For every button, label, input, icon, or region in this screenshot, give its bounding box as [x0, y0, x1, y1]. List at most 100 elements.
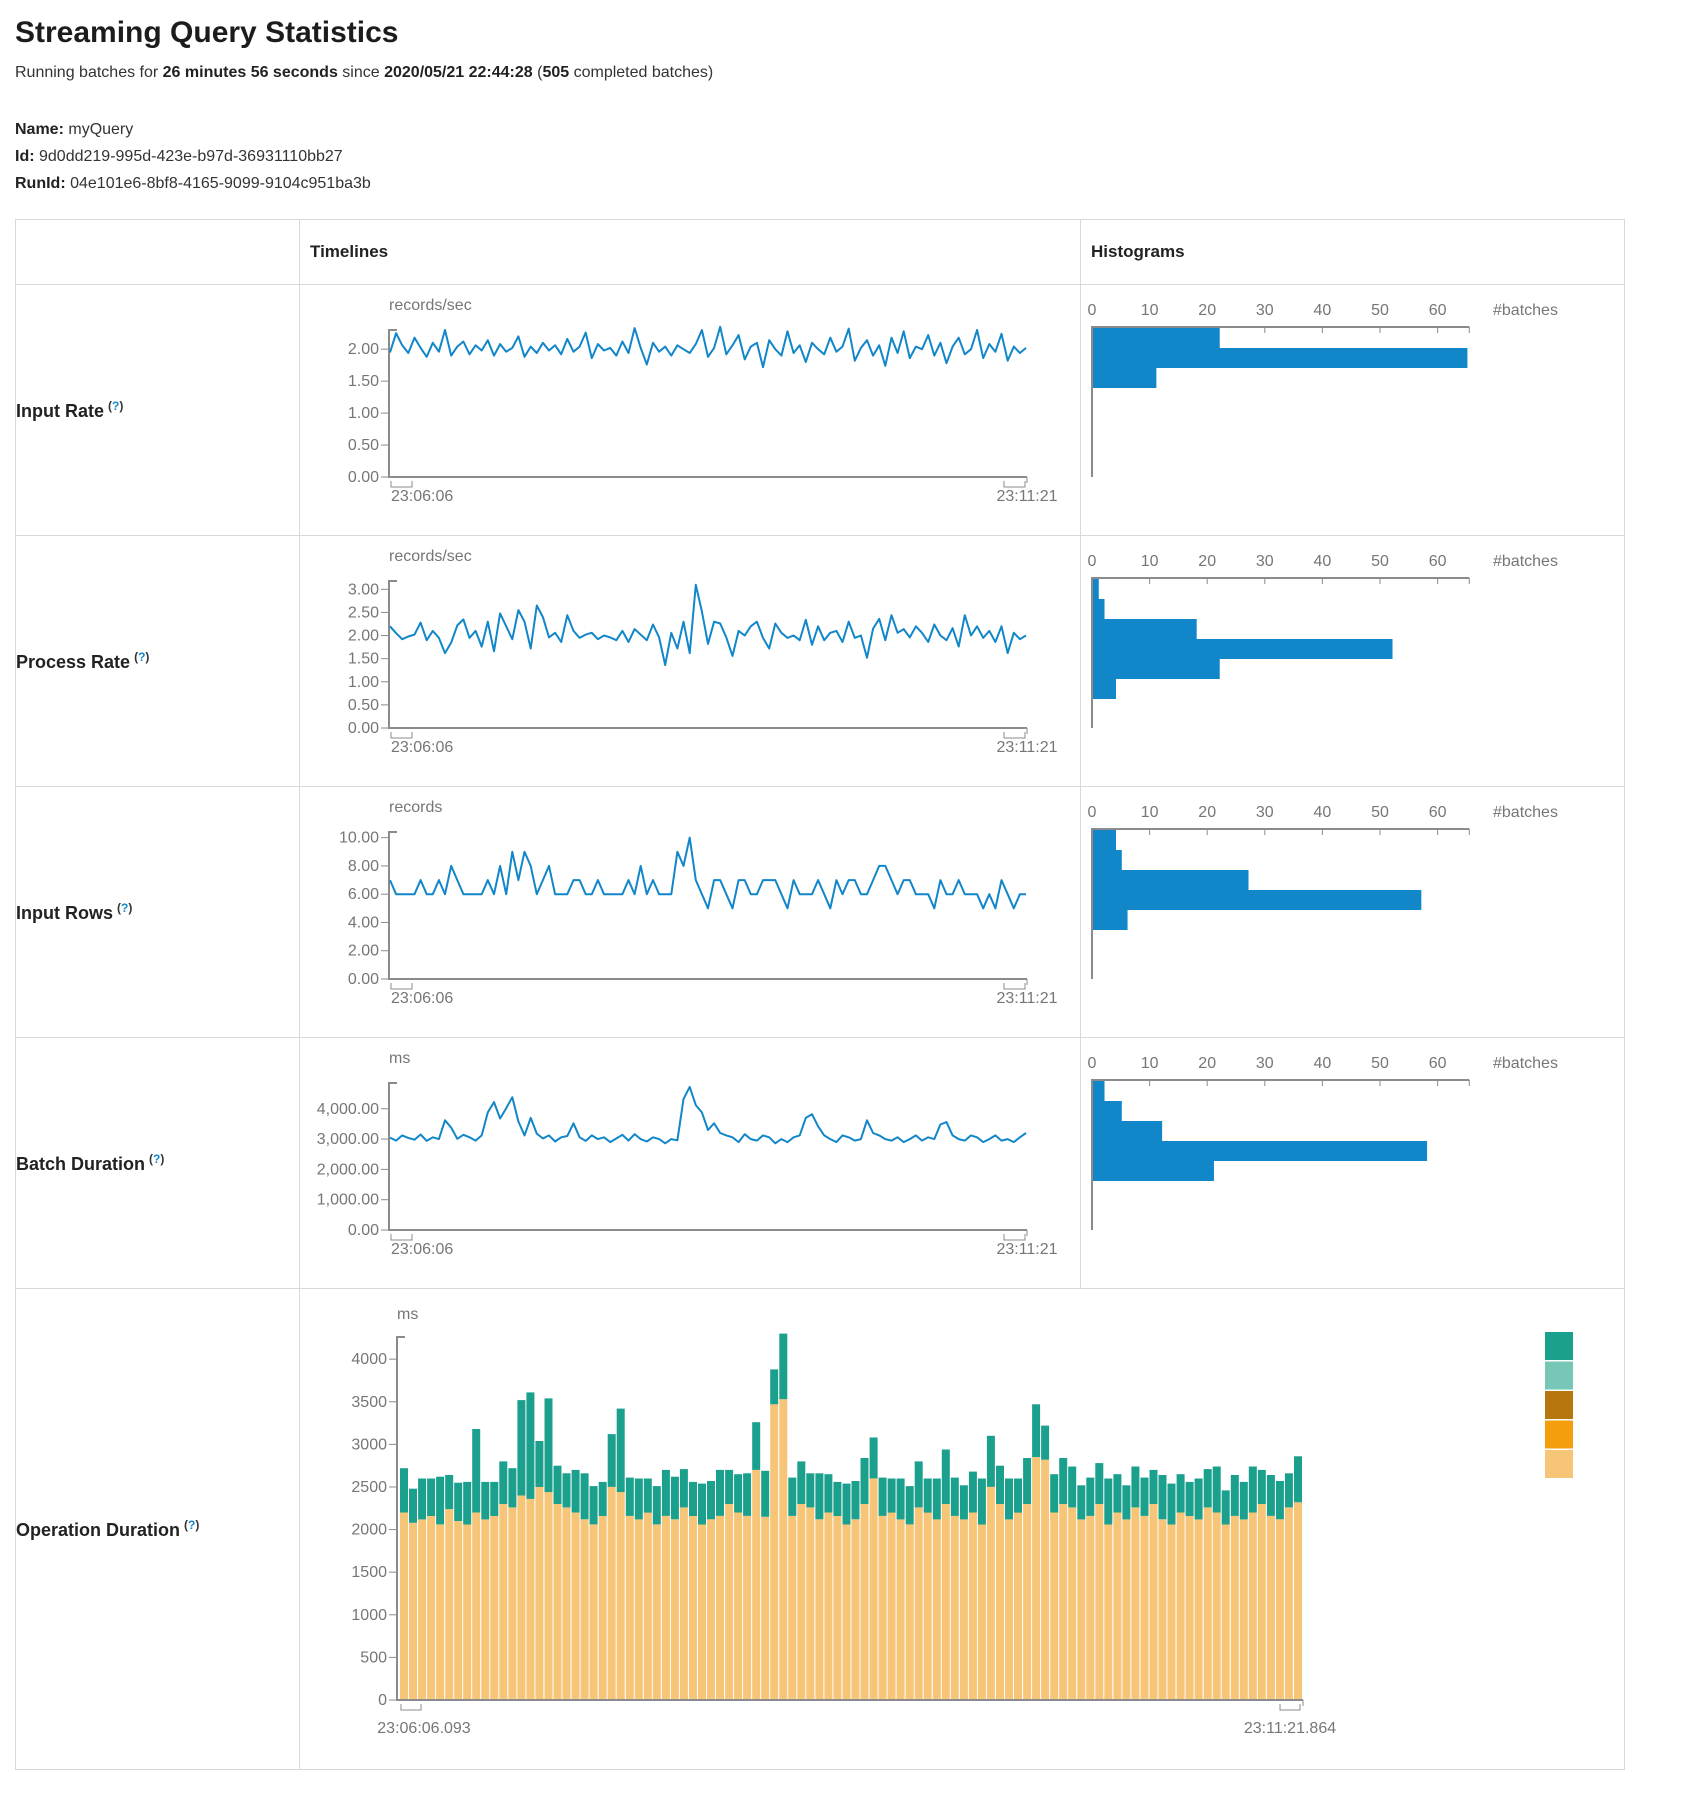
svg-text:ms: ms [397, 1306, 418, 1323]
svg-text:1,000.00: 1,000.00 [317, 1192, 379, 1209]
batch-duration-histogram-cell: 0 10 20 30 40 50 60 #batches [1080, 1037, 1625, 1289]
query-name-label: Name: [15, 121, 64, 138]
input-rows-timeline-chart: records 0.00 2.00 4.00 6.00 8.00 10.00 23:06:06… [339, 799, 1058, 1007]
legend-swatch-icon [1545, 1420, 1573, 1449]
svg-text:4000: 4000 [351, 1351, 387, 1368]
table-header-row: Timelines Histograms [15, 219, 1625, 285]
input-rows-histogram-chart: 0 10 20 30 40 50 60 #batches [1088, 804, 1558, 979]
summary-prefix: Running batches for [15, 64, 163, 81]
svg-text:40: 40 [1314, 302, 1332, 319]
svg-text:0: 0 [1088, 804, 1097, 821]
svg-text:records: records [389, 799, 442, 816]
svg-text:1.50: 1.50 [348, 651, 379, 668]
svg-text:0: 0 [1088, 1055, 1097, 1072]
query-id-label: Id: [15, 148, 35, 165]
running-summary: Running batches for 26 minutes 56 second… [15, 64, 1693, 82]
legend-swatch-icon [1545, 1332, 1573, 1360]
svg-text:0.00: 0.00 [348, 469, 379, 486]
svg-text:0.00: 0.00 [348, 1222, 379, 1239]
input-rate-timeline-chart: records/sec 0.00 0.50 1.00 1.50 2.00 23:06:06 2… [348, 297, 1058, 505]
page: Streaming Query Statistics Running batch… [0, 16, 1693, 1770]
row-label-process-rate: Process Rate (?) [15, 535, 300, 787]
query-runid-row: RunId: 04e101e6-8bf8-4165-9099-9104c951b… [15, 170, 1693, 197]
svg-text:60: 60 [1429, 1055, 1447, 1072]
process-rate-timeline-cell: records/sec 0.00 0.50 1.00 1.50 2.00 2.50 3.00 2… [299, 535, 1081, 787]
row-label-text: Input Rows [16, 902, 113, 923]
svg-text:3500: 3500 [351, 1394, 387, 1411]
svg-text:#batches: #batches [1493, 553, 1558, 570]
svg-text:2.00: 2.00 [348, 943, 379, 960]
row-label-input-rows: Input Rows (?) [15, 786, 300, 1038]
table-row-operation-duration: Operation Duration (?) ms 0 500 1000 1500 2000… [15, 1288, 1625, 1770]
input-rate-histogram-cell: 0 10 20 30 40 50 60 #batches [1080, 284, 1625, 536]
svg-text:0.50: 0.50 [348, 437, 379, 454]
query-runid-value: 04e101e6-8bf8-4165-9099-9104c951ba3b [70, 175, 371, 192]
svg-text:1.00: 1.00 [348, 674, 379, 691]
svg-text:ms: ms [389, 1050, 410, 1067]
table-row-process-rate: Process Rate (?) records/sec 0.00 0.50 1.00 1… [15, 535, 1625, 787]
legend-swatch-icon [1545, 1391, 1573, 1419]
svg-text:20: 20 [1198, 1055, 1216, 1072]
svg-text:23:06:06: 23:06:06 [391, 990, 453, 1007]
input-rate-timeline-cell: records/sec 0.00 0.50 1.00 1.50 2.00 23:06:06 2… [299, 284, 1081, 536]
svg-text:#batches: #batches [1493, 302, 1558, 319]
timelines-header: Timelines [299, 219, 1081, 285]
svg-text:20: 20 [1198, 553, 1216, 570]
svg-text:10: 10 [1141, 804, 1159, 821]
input-rows-timeline-cell: records 0.00 2.00 4.00 6.00 8.00 10.00 23:06:06… [299, 786, 1081, 1038]
query-meta: Name: myQuery Id: 9d0dd219-995d-423e-b97… [15, 116, 1693, 197]
svg-text:23:06:06: 23:06:06 [391, 1241, 453, 1258]
svg-text:40: 40 [1314, 1055, 1332, 1072]
help-icon[interactable]: (?) [134, 649, 150, 664]
svg-text:23:06:06: 23:06:06 [391, 488, 453, 505]
legend-swatch-icon [1545, 1361, 1573, 1390]
svg-text:#batches: #batches [1493, 804, 1558, 821]
legend-swatch-icon [1545, 1450, 1573, 1478]
svg-text:1.50: 1.50 [348, 373, 379, 390]
svg-text:50: 50 [1371, 1055, 1389, 1072]
summary-paren: ( [532, 64, 543, 81]
row-label-batch-duration: Batch Duration (?) [15, 1037, 300, 1289]
page-title: Streaming Query Statistics [15, 16, 399, 49]
svg-text:40: 40 [1314, 553, 1332, 570]
summary-since: since [337, 64, 385, 81]
svg-text:2,000.00: 2,000.00 [317, 1161, 379, 1178]
row-label-text: Operation Duration [16, 1519, 181, 1540]
svg-text:0.00: 0.00 [348, 720, 379, 737]
help-icon[interactable]: (?) [184, 1517, 200, 1532]
svg-text:30: 30 [1256, 1055, 1274, 1072]
svg-text:30: 30 [1256, 804, 1274, 821]
help-icon[interactable]: (?) [149, 1151, 165, 1166]
row-label-operation-duration: Operation Duration (?) [15, 1288, 300, 1770]
help-icon[interactable]: (?) [108, 398, 124, 413]
process-rate-timeline-chart: records/sec 0.00 0.50 1.00 1.50 2.00 2.50 3.00 2… [348, 548, 1058, 756]
svg-text:23:11:21: 23:11:21 [996, 488, 1057, 505]
help-icon[interactable]: (?) [117, 900, 133, 915]
svg-text:4,000.00: 4,000.00 [317, 1101, 379, 1118]
svg-text:23:06:06: 23:06:06 [391, 739, 453, 756]
svg-text:40: 40 [1314, 804, 1332, 821]
header-empty-cell [15, 219, 300, 285]
summary-batch-count: 505 [542, 64, 570, 81]
svg-text:records/sec: records/sec [389, 548, 472, 565]
svg-text:0: 0 [378, 1692, 387, 1709]
query-id-value: 9d0dd219-995d-423e-b97d-36931110bb27 [39, 148, 343, 165]
statistics-table: Timelines Histograms Input Rate (?) recor… [15, 219, 1625, 1770]
svg-text:30: 30 [1256, 302, 1274, 319]
summary-duration: 26 minutes 56 seconds [162, 64, 338, 81]
svg-text:2.50: 2.50 [348, 604, 379, 621]
svg-text:60: 60 [1429, 553, 1447, 570]
svg-text:2.00: 2.00 [348, 341, 379, 358]
svg-text:20: 20 [1198, 804, 1216, 821]
table-row-input-rate: Input Rate (?) records/sec 0.00 0.50 1.00 1.5… [15, 284, 1625, 536]
svg-text:23:06:06.093: 23:06:06.093 [377, 1720, 471, 1737]
batch-duration-timeline-chart: ms 0.00 1,000.00 2,000.00 3,000.00 4,000.00 23… [317, 1050, 1058, 1258]
svg-text:30: 30 [1256, 553, 1274, 570]
svg-text:500: 500 [360, 1649, 387, 1666]
svg-text:2000: 2000 [351, 1522, 387, 1539]
histograms-header: Histograms [1080, 219, 1625, 285]
svg-text:3.00: 3.00 [348, 581, 379, 598]
svg-text:50: 50 [1371, 302, 1389, 319]
table-row-batch-duration: Batch Duration (?) ms 0.00 1,000.00 2,000.00… [15, 1037, 1625, 1289]
batch-duration-histogram-chart: 0 10 20 30 40 50 60 #batches [1088, 1055, 1558, 1230]
